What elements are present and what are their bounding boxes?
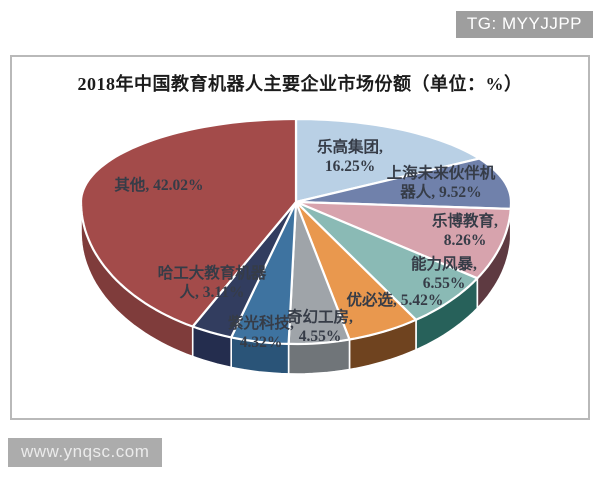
chart-title: 2018年中国教育机器人主要企业市场份额（单位：%） [77,74,523,94]
chart-panel: 2018年中国教育机器人主要企业市场份额（单位：%） [10,55,590,420]
watermark-label: www.ynqsc.com [21,442,150,461]
tg-badge-label: TG: MYYJJPP [466,14,582,33]
tg-badge: TG: MYYJJPP [455,11,593,38]
watermark: www.ynqsc.com [8,438,163,467]
